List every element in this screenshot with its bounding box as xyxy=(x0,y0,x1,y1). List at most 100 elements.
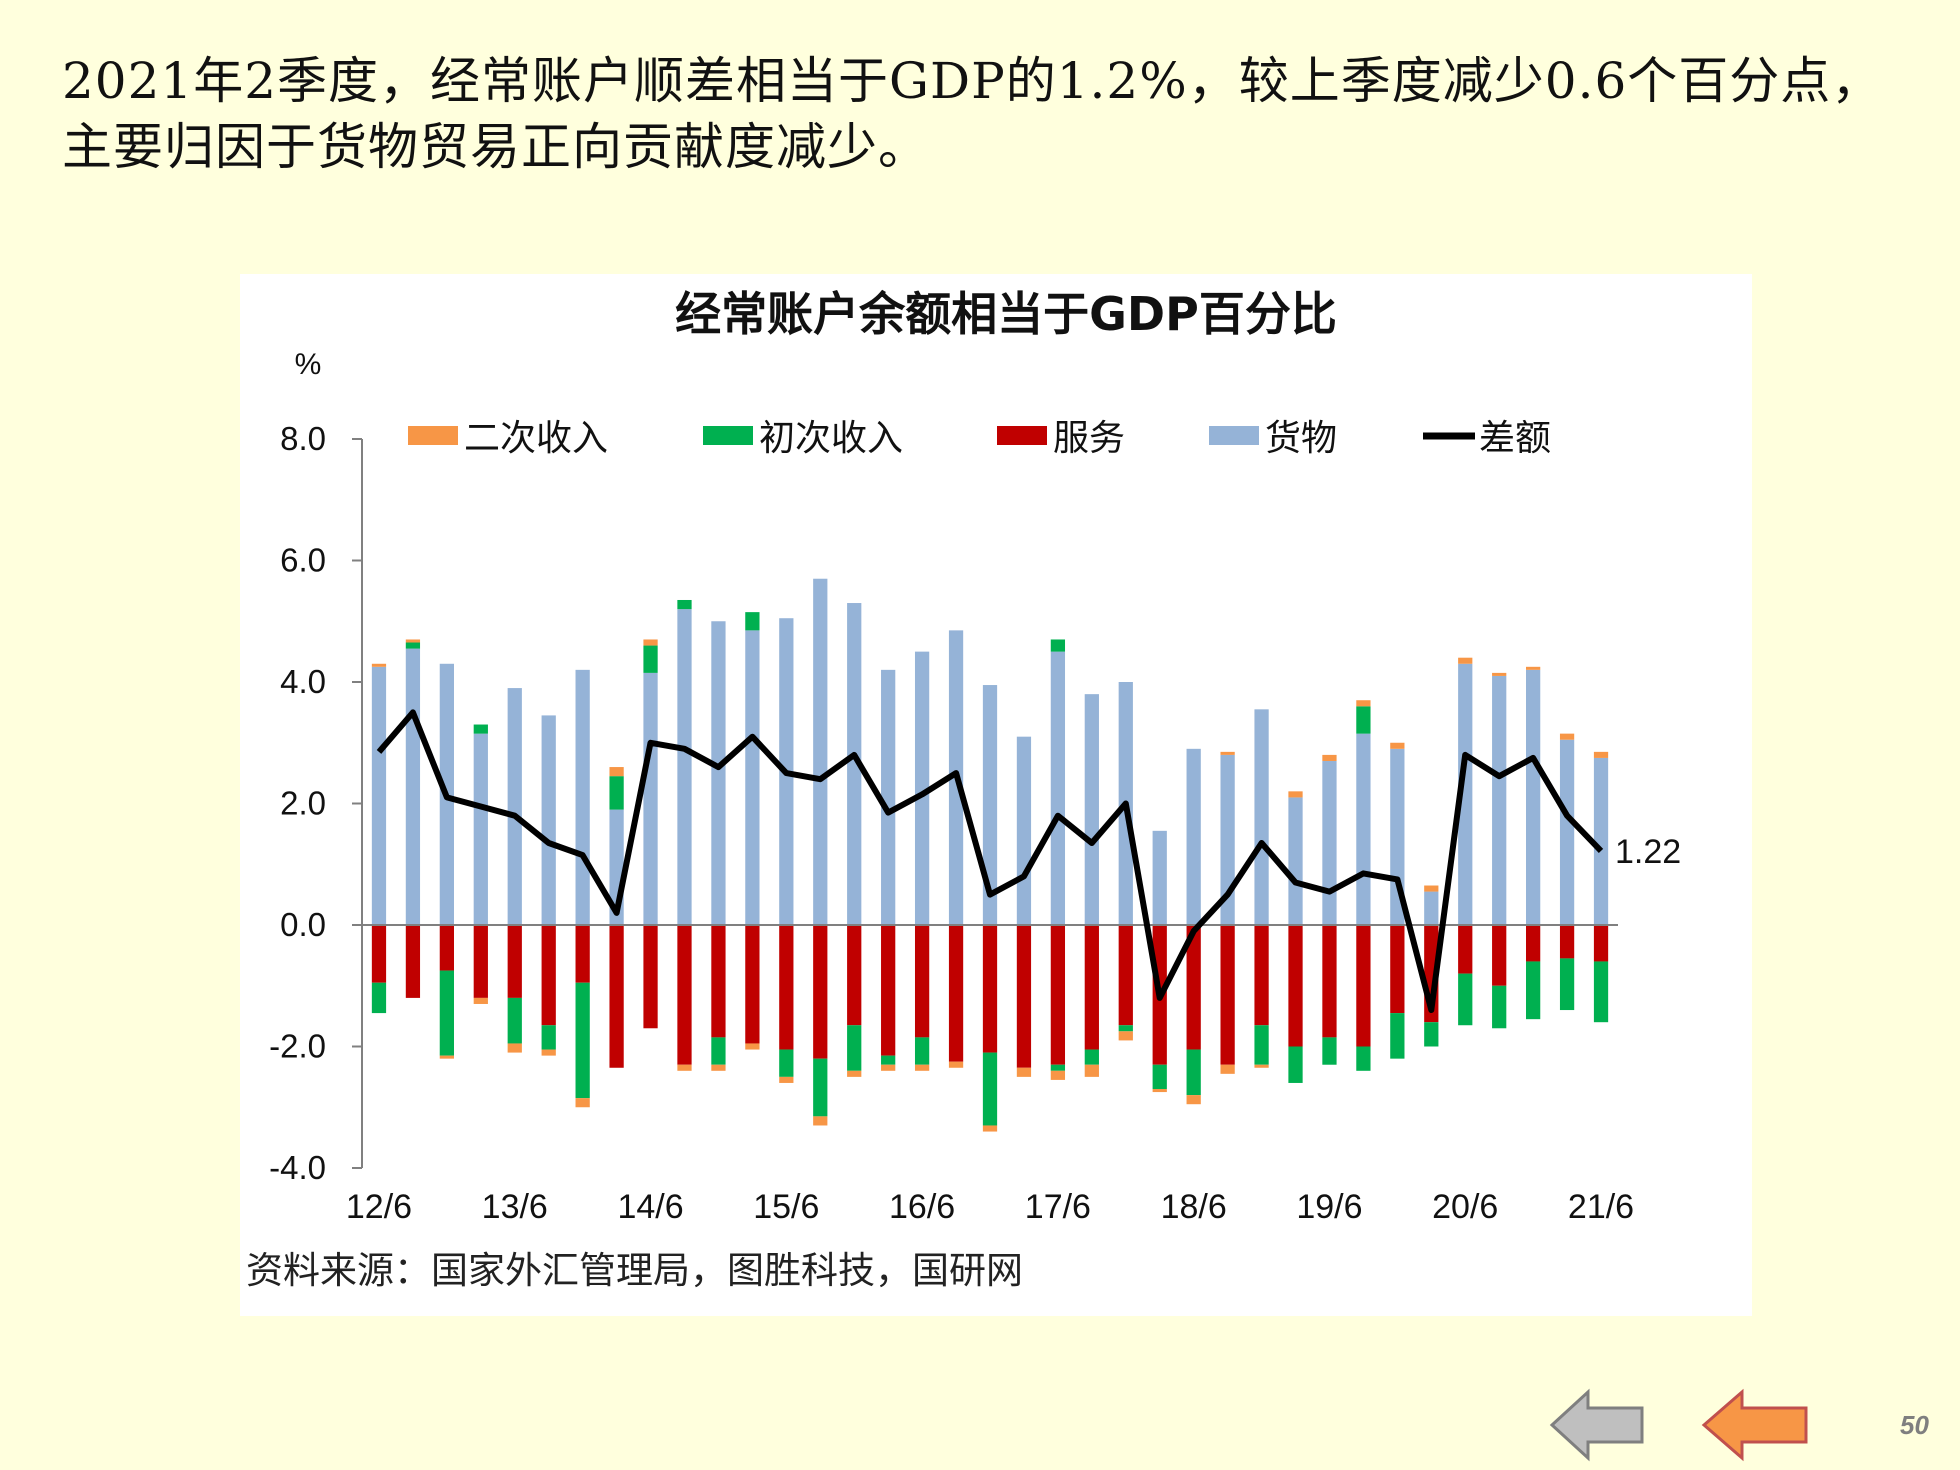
bar-segment xyxy=(881,1055,896,1065)
current-account-chart: 经常账户余额相当于GDP百分比% 8.0 6.0 4.0 2.0 0.0 -2.0 -4.0 1… xyxy=(269,287,1681,1226)
bar-segment xyxy=(1220,754,1235,925)
bar-segment xyxy=(439,925,454,971)
bar-segment xyxy=(439,1055,454,1059)
bar-segment xyxy=(677,599,692,610)
headline-line-1: 2021年2季度，经常账户顺差相当于GDP的1.2%，较上季度减少0.6个百分点… xyxy=(62,52,1883,110)
x-tick-label: 12/6 xyxy=(346,1188,412,1226)
bar-segment xyxy=(1288,925,1303,1047)
bar-segment xyxy=(982,925,998,1053)
bar-segment xyxy=(371,666,387,925)
bar-segment xyxy=(1559,925,1575,959)
bar-segment xyxy=(677,609,692,925)
bar-segment xyxy=(1593,757,1609,925)
bar-segment xyxy=(1254,1025,1269,1065)
bar-segment xyxy=(711,925,726,1038)
bar-segment xyxy=(1356,1046,1371,1071)
y-tick-label: 2.0 xyxy=(280,785,326,822)
bar-segment xyxy=(1254,925,1269,1026)
bar-segment xyxy=(779,1049,794,1077)
bar-segment xyxy=(745,1043,760,1050)
x-tick-label: 16/6 xyxy=(889,1188,955,1226)
bar-segment xyxy=(1016,925,1032,1068)
bar-segment xyxy=(405,925,421,998)
x-tick-label: 17/6 xyxy=(1025,1188,1091,1226)
bar-segment xyxy=(575,925,590,983)
legend-label: 二次收入 xyxy=(464,417,608,458)
bar-segment xyxy=(405,648,421,925)
bar-segment xyxy=(1288,791,1303,798)
bar-segment xyxy=(1084,694,1099,925)
bar-segment xyxy=(1220,925,1235,1065)
bar-segment xyxy=(1288,797,1303,925)
legend-label: 货物 xyxy=(1265,417,1337,458)
bar-segment xyxy=(575,669,590,925)
bar-segment xyxy=(779,925,794,1050)
bar-segment xyxy=(1559,958,1575,1011)
bar-segment xyxy=(1424,891,1439,925)
bar-segment xyxy=(847,1025,862,1071)
bar-segment xyxy=(1050,651,1066,925)
bar-segment xyxy=(1220,751,1235,755)
bar-segment xyxy=(643,672,658,925)
y-axis-unit: % xyxy=(295,348,322,381)
bar-segment xyxy=(1186,1095,1201,1105)
arrow-left-gray-icon xyxy=(1549,1388,1644,1462)
prev-slide-button[interactable] xyxy=(1548,1388,1648,1462)
bar-segment xyxy=(948,925,964,1062)
x-tick-label: 20/6 xyxy=(1432,1188,1498,1226)
bar-segment xyxy=(1390,742,1405,749)
bar-segment xyxy=(541,1025,556,1050)
bar-segment xyxy=(914,925,930,1038)
bar-segment xyxy=(1322,925,1337,1038)
bar-segment xyxy=(1526,961,1541,1020)
bar-segment xyxy=(1050,639,1066,652)
bar-segment xyxy=(507,688,522,925)
bar-segment xyxy=(813,1058,828,1117)
bar-segment xyxy=(813,1116,828,1126)
bar-segment xyxy=(371,982,387,1014)
x-tick-label: 21/6 xyxy=(1568,1188,1634,1226)
bar-segment xyxy=(847,925,862,1026)
bar-segment xyxy=(1559,739,1575,925)
bar-segment xyxy=(1322,1037,1337,1065)
bar-segment xyxy=(1526,669,1541,925)
next-slide-button[interactable] xyxy=(1700,1388,1812,1462)
bar-segment xyxy=(575,1098,590,1108)
bar-segment xyxy=(643,925,658,1029)
y-tick-label: -4.0 xyxy=(269,1149,326,1186)
bar-segment xyxy=(1152,1064,1167,1090)
bar-segment xyxy=(881,925,896,1056)
bar-segment xyxy=(677,1064,692,1071)
legend-label: 差额 xyxy=(1479,417,1551,458)
bar-segment xyxy=(609,925,624,1068)
bar-segment xyxy=(813,925,828,1059)
bar-segment xyxy=(914,651,930,925)
bar-segment xyxy=(1424,885,1439,892)
bar-segment xyxy=(1492,675,1507,925)
legend-label: 初次收入 xyxy=(759,417,903,458)
y-tick-label: 8.0 xyxy=(280,420,326,457)
bar-segment xyxy=(1254,709,1269,925)
source-note: 资料来源：国家外汇管理局，图胜科技，国研网 xyxy=(246,1249,1023,1292)
bar-segment xyxy=(779,1076,794,1083)
bar-segment xyxy=(1084,1064,1099,1077)
bar-segment xyxy=(1458,663,1473,925)
bar-segment xyxy=(473,997,488,1004)
bar-segment xyxy=(473,724,488,734)
x-tick-label: 19/6 xyxy=(1296,1188,1362,1226)
bar-segment xyxy=(1559,733,1575,740)
chart-title: 经常账户余额相当于GDP百分比 xyxy=(675,287,1337,341)
bar-segment xyxy=(1084,1049,1099,1065)
bar-segment xyxy=(1356,700,1371,707)
page-number: 50 xyxy=(1900,1410,1929,1440)
bar-segment xyxy=(881,669,896,925)
bar-segment xyxy=(745,630,760,925)
bar-segment xyxy=(507,925,522,998)
bar-segment xyxy=(711,1037,726,1065)
slide-headline: 2021年2季度，经常账户顺差相当于GDP的1.2%，较上季度减少0.6个百分点… xyxy=(62,48,1952,180)
bar-segment xyxy=(1254,1064,1269,1068)
bar-segment xyxy=(1084,925,1099,1050)
bar-segment xyxy=(1593,961,1609,1023)
bar-segment xyxy=(1322,754,1337,761)
x-tick-label: 14/6 xyxy=(617,1188,683,1226)
